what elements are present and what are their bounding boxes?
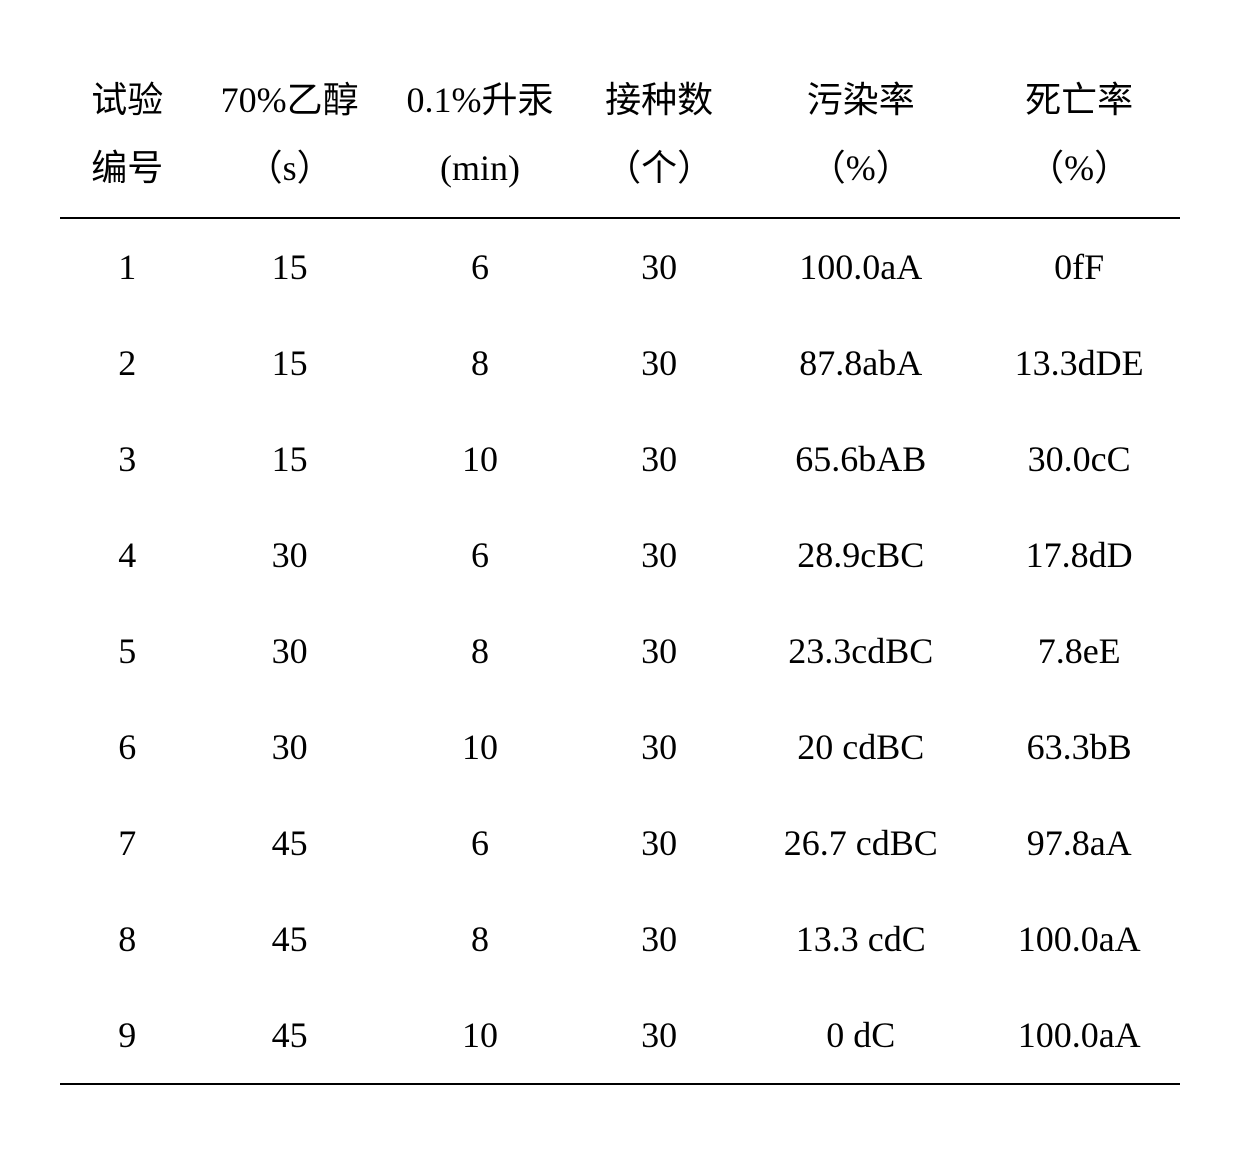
cell: 45 (194, 987, 384, 1084)
col-header-inoculation: 接种数 （个） (575, 60, 743, 218)
cell: 100.0aA (978, 987, 1180, 1084)
cell: 17.8dD (978, 507, 1180, 603)
cell: 2 (60, 315, 194, 411)
cell: 30.0cC (978, 411, 1180, 507)
cell: 30 (575, 795, 743, 891)
cell: 20 cdBC (743, 699, 978, 795)
cell: 1 (60, 218, 194, 315)
col-header-mercury: 0.1%升汞 (min) (385, 60, 575, 218)
cell: 8 (385, 603, 575, 699)
cell: 4 (60, 507, 194, 603)
table-row: 7 45 6 30 26.7 cdBC 97.8aA (60, 795, 1180, 891)
cell: 15 (194, 218, 384, 315)
cell: 30 (575, 603, 743, 699)
cell: 8 (385, 315, 575, 411)
cell: 8 (385, 891, 575, 987)
col-header-contamination-line2: （%） (743, 134, 978, 202)
cell: 5 (60, 603, 194, 699)
table-row: 5 30 8 30 23.3cdBC 7.8eE (60, 603, 1180, 699)
cell: 45 (194, 795, 384, 891)
cell: 6 (385, 795, 575, 891)
cell: 8 (60, 891, 194, 987)
col-header-inoculation-line1: 接种数 (575, 66, 743, 134)
cell: 97.8aA (978, 795, 1180, 891)
cell: 6 (60, 699, 194, 795)
cell: 30 (575, 987, 743, 1084)
cell: 26.7 cdBC (743, 795, 978, 891)
cell: 15 (194, 315, 384, 411)
cell: 3 (60, 411, 194, 507)
col-header-mortality-line2: （%） (978, 134, 1180, 202)
col-header-id: 试验 编号 (60, 60, 194, 218)
table-row: 3 15 10 30 65.6bAB 30.0cC (60, 411, 1180, 507)
cell: 23.3cdBC (743, 603, 978, 699)
cell: 28.9cBC (743, 507, 978, 603)
cell: 9 (60, 987, 194, 1084)
table-row: 4 30 6 30 28.9cBC 17.8dD (60, 507, 1180, 603)
table-row: 6 30 10 30 20 cdBC 63.3bB (60, 699, 1180, 795)
cell: 30 (194, 603, 384, 699)
cell: 30 (575, 411, 743, 507)
cell: 30 (575, 315, 743, 411)
col-header-ethanol-line2: （s） (194, 134, 384, 202)
cell: 10 (385, 411, 575, 507)
cell: 30 (575, 699, 743, 795)
table-row: 8 45 8 30 13.3 cdC 100.0aA (60, 891, 1180, 987)
cell: 10 (385, 699, 575, 795)
cell: 30 (194, 699, 384, 795)
table-row: 2 15 8 30 87.8abA 13.3dDE (60, 315, 1180, 411)
cell: 15 (194, 411, 384, 507)
col-header-id-line1: 试验 (60, 66, 194, 134)
table-container: 试验 编号 70%乙醇 （s） 0.1%升汞 (min) 接种数 （个） 污染率 (0, 0, 1240, 1125)
cell: 10 (385, 987, 575, 1084)
cell: 87.8abA (743, 315, 978, 411)
cell: 13.3 cdC (743, 891, 978, 987)
cell: 0 dC (743, 987, 978, 1084)
cell: 30 (575, 507, 743, 603)
col-header-inoculation-line2: （个） (575, 134, 743, 202)
cell: 100.0aA (978, 891, 1180, 987)
cell: 30 (575, 891, 743, 987)
data-table: 试验 编号 70%乙醇 （s） 0.1%升汞 (min) 接种数 （个） 污染率 (60, 60, 1180, 1085)
table-header-row: 试验 编号 70%乙醇 （s） 0.1%升汞 (min) 接种数 （个） 污染率 (60, 60, 1180, 218)
cell: 63.3bB (978, 699, 1180, 795)
cell: 6 (385, 507, 575, 603)
col-header-mortality-line1: 死亡率 (978, 66, 1180, 134)
cell: 6 (385, 218, 575, 315)
table-row: 1 15 6 30 100.0aA 0fF (60, 218, 1180, 315)
col-header-contamination: 污染率 （%） (743, 60, 978, 218)
col-header-mercury-line1: 0.1%升汞 (385, 66, 575, 134)
table-body: 1 15 6 30 100.0aA 0fF 2 15 8 30 87.8abA … (60, 218, 1180, 1084)
col-header-ethanol: 70%乙醇 （s） (194, 60, 384, 218)
cell: 7 (60, 795, 194, 891)
cell: 30 (575, 218, 743, 315)
cell: 0fF (978, 218, 1180, 315)
col-header-ethanol-line1: 70%乙醇 (194, 66, 384, 134)
cell: 65.6bAB (743, 411, 978, 507)
col-header-contamination-line1: 污染率 (743, 66, 978, 134)
cell: 30 (194, 507, 384, 603)
cell: 13.3dDE (978, 315, 1180, 411)
col-header-mortality: 死亡率 （%） (978, 60, 1180, 218)
col-header-id-line2: 编号 (60, 134, 194, 202)
cell: 7.8eE (978, 603, 1180, 699)
table-row: 9 45 10 30 0 dC 100.0aA (60, 987, 1180, 1084)
cell: 45 (194, 891, 384, 987)
col-header-mercury-line2: (min) (385, 134, 575, 202)
cell: 100.0aA (743, 218, 978, 315)
